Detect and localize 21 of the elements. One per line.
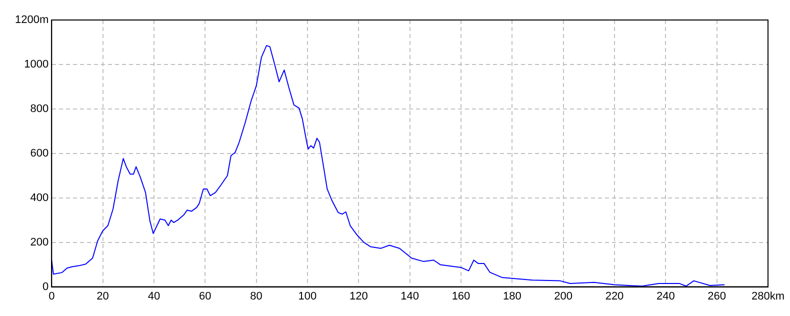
x-tick-label: 20 xyxy=(96,290,109,302)
x-tick-label: 200 xyxy=(554,290,573,302)
x-tick-label: 220 xyxy=(605,290,624,302)
y-tick-label: 0 xyxy=(42,280,49,293)
x-tick-label: 180 xyxy=(502,290,522,302)
y-tick-label: 400 xyxy=(30,192,49,204)
x-tick-label: 160 xyxy=(452,290,470,302)
x-tick-label: 60 xyxy=(199,290,212,302)
y-tick-label: 600 xyxy=(30,147,49,160)
x-tick-label: 280km xyxy=(751,290,785,302)
y-tick-label: 1000 xyxy=(24,58,49,70)
x-tick-label: 100 xyxy=(298,290,317,302)
y-tick-label: 1200m xyxy=(14,14,49,26)
x-tick-label: 40 xyxy=(148,290,160,302)
x-tick-label: 140 xyxy=(400,290,419,302)
y-tick-label: 800 xyxy=(30,102,49,115)
x-tick-label: 80 xyxy=(250,290,262,302)
x-tick-label: 260 xyxy=(708,290,726,302)
x-tick-label: 240 xyxy=(656,290,675,302)
x-tick-label: 120 xyxy=(349,290,368,302)
y-tick-label: 200 xyxy=(30,236,49,248)
